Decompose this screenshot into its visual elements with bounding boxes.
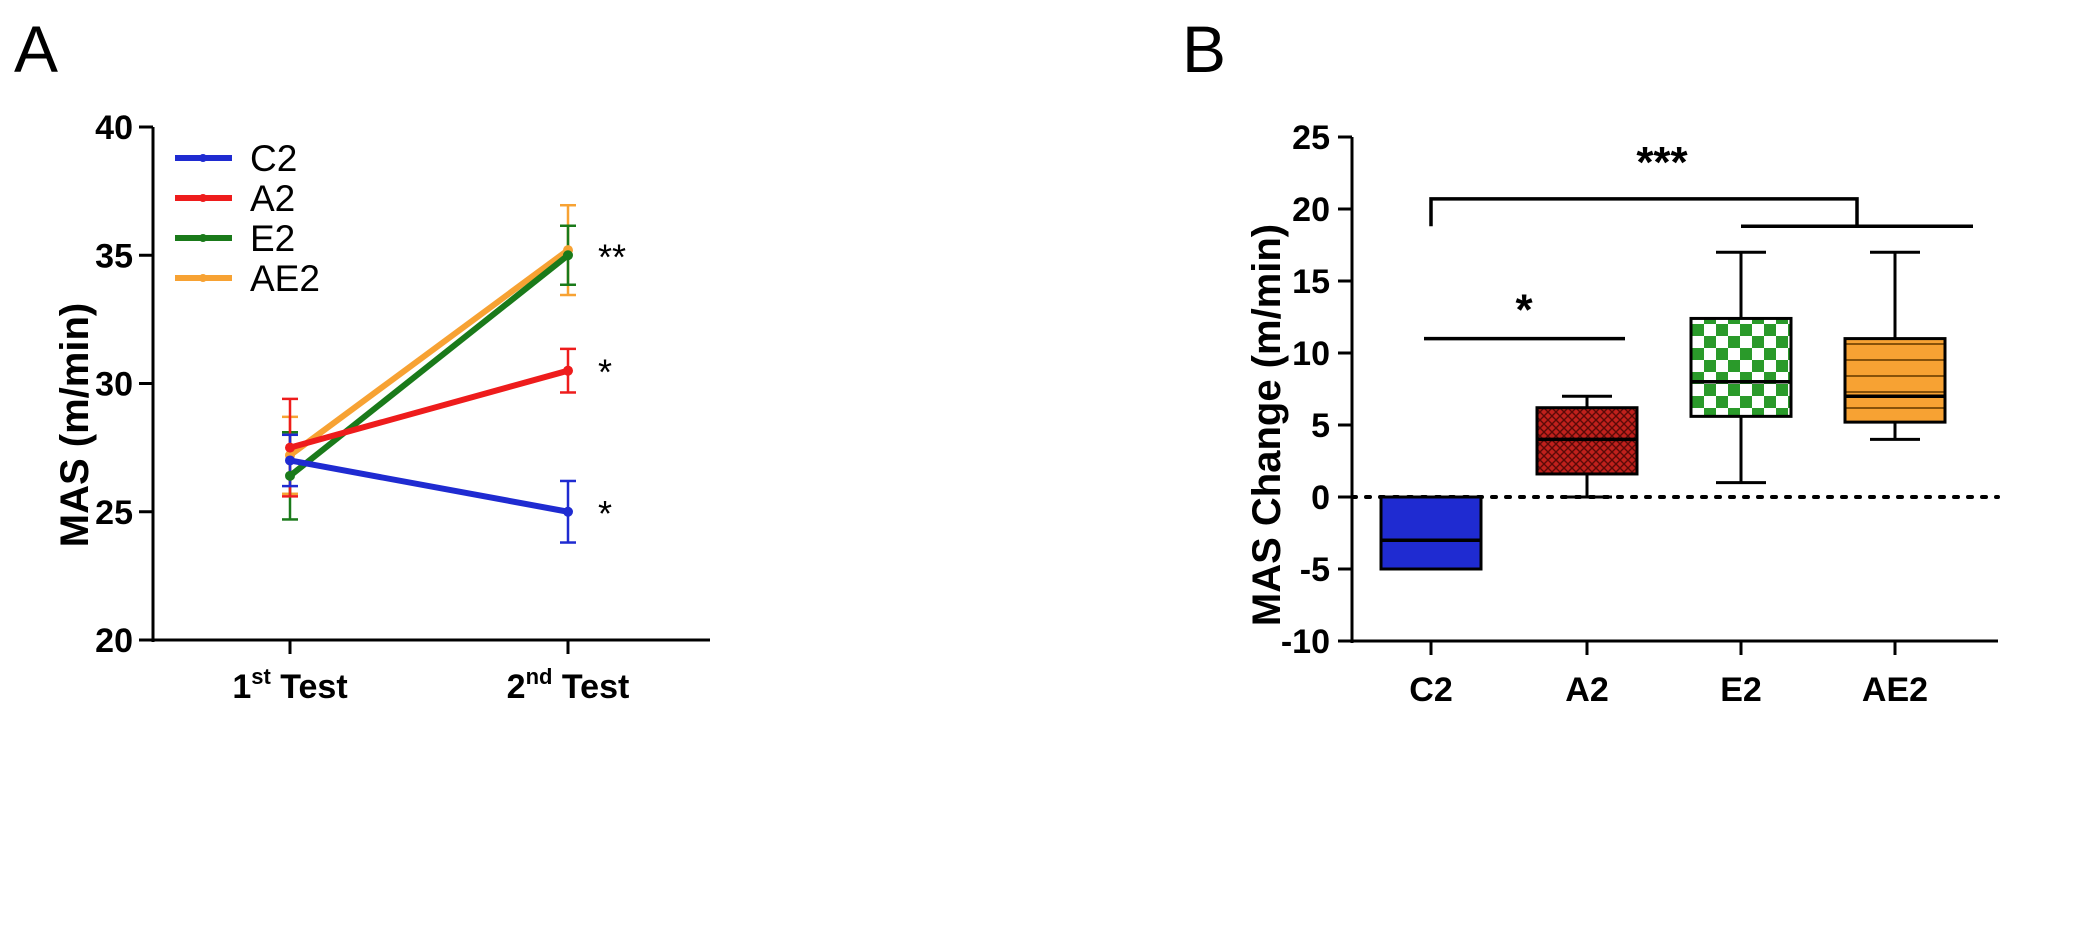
y-tick-label: 0	[1311, 479, 1330, 517]
y-tick-label: 30	[95, 366, 133, 404]
y-tick-label: 25	[95, 494, 133, 532]
box-ae2	[1843, 337, 1947, 424]
y-tick-label: -10	[1281, 623, 1330, 661]
data-point	[563, 250, 573, 261]
chart-b-y-axis-label: MAS Change (m/min)	[1245, 224, 1289, 626]
chart-a-y-axis-label: MAS (m/min)	[53, 303, 97, 547]
series-line-a2	[289, 367, 569, 451]
data-point	[285, 455, 295, 466]
significance-label: *	[598, 493, 612, 534]
box-c2	[1379, 495, 1483, 571]
data-point	[563, 365, 573, 376]
panel-letter-a: A	[14, 12, 58, 86]
legend-marker	[199, 154, 207, 162]
legend-marker	[199, 234, 207, 242]
y-tick-label: 20	[95, 622, 133, 660]
legend-label: A2	[250, 178, 295, 219]
y-tick-label: 20	[1292, 191, 1330, 229]
legend-label: C2	[250, 138, 297, 179]
y-tick-label: -5	[1300, 551, 1330, 589]
y-tick-label: 25	[1292, 119, 1330, 157]
data-point	[285, 470, 295, 481]
x-tick-label: A2	[1565, 671, 1608, 709]
significance-bracket-main	[1429, 197, 1859, 227]
legend-marker	[199, 274, 207, 282]
x-tick-label: 2nd Test	[507, 664, 630, 706]
significance-label: *	[598, 352, 612, 393]
y-tick-label: 35	[95, 237, 133, 275]
chart-b: MAS Change (m/min) -10 -5 0 5 10 15 20 25 C2 A2 E2…	[1245, 119, 2000, 709]
x-tick-label: 1st Test	[232, 664, 347, 706]
x-tick-label: E2	[1720, 671, 1762, 709]
series-line-c2	[289, 457, 569, 515]
data-point	[563, 506, 573, 517]
series-line-ae2	[288, 247, 570, 458]
y-tick-label: 15	[1292, 263, 1330, 301]
legend-marker	[199, 194, 207, 202]
significance-label: ***	[1636, 138, 1688, 187]
x-tick-label: C2	[1409, 671, 1452, 709]
chart-a: MAS (m/min) 20 25 30 35 40 1st Test 2nd Test *…	[53, 109, 710, 706]
data-point	[285, 442, 295, 453]
significance-label: **	[598, 236, 626, 277]
significance-label: *	[1515, 286, 1533, 335]
series-line-e2	[288, 252, 570, 479]
box-e2	[1689, 316, 1793, 418]
y-tick-label: 5	[1311, 407, 1330, 445]
y-tick-label: 10	[1292, 335, 1330, 373]
panel-letter-b: B	[1182, 12, 1226, 86]
x-tick-label: AE2	[1862, 671, 1928, 709]
legend-label: E2	[250, 218, 295, 259]
y-tick-label: 40	[95, 109, 133, 147]
legend-label: AE2	[250, 258, 320, 299]
